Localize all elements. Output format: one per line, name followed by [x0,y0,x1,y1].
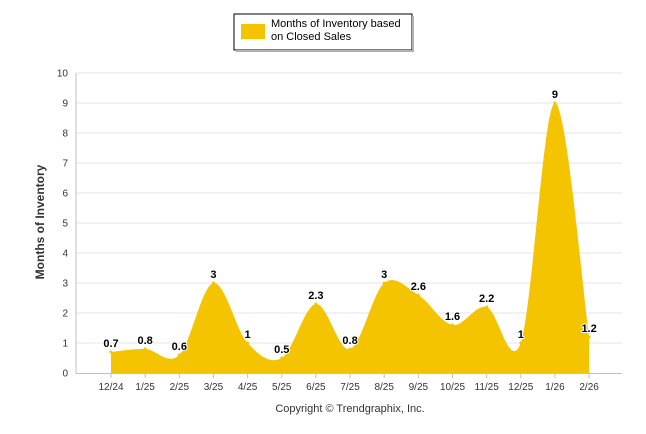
data-label: 0.8 [138,335,153,347]
data-point[interactable] [553,101,557,105]
data-label: 0.8 [342,335,357,347]
y-tick-label: 4 [62,249,68,260]
x-tick-label: 10/25 [440,382,465,393]
data-point[interactable] [382,281,386,285]
data-label: 1.2 [581,323,596,335]
data-point[interactable] [280,356,284,360]
copyright-text: Copyright © Trendgraphix, Inc. [275,403,424,415]
x-tick-label: 7/25 [340,382,360,393]
legend-swatch [241,24,265,39]
legend-box-shadow-bottom [236,50,414,52]
axes [75,73,622,378]
y-tick-label: 6 [62,189,68,200]
legend-box-shadow-right [412,16,414,52]
x-tick-label: 4/25 [238,382,258,393]
x-tick-label: 5/25 [272,382,292,393]
y-tick-label: 8 [62,129,68,140]
data-labels: 0.7 0.8 0.6 3 1 0.5 2.3 0.8 3 2.6 1.6 2.2 1 9 1.2 [102,88,597,357]
data-label: 2.3 [308,290,323,302]
data-label: 2.2 [479,293,494,305]
data-point[interactable] [519,341,523,345]
gridlines [76,72,622,344]
data-point[interactable] [211,281,215,285]
y-tick-label: 1 [62,339,68,350]
data-label: 0.6 [172,341,187,353]
data-label: 1 [245,329,251,341]
series-area-fill [111,102,590,373]
x-tick-label: 1/26 [545,382,565,393]
y-tick-label: 0 [62,369,68,380]
data-label: 1.6 [445,311,460,323]
data-point[interactable] [109,350,113,354]
y-tick-label: 7 [62,159,68,170]
y-tick-label: 9 [62,99,68,110]
y-axis-label: Months of Inventory [33,164,47,279]
data-point[interactable] [348,347,352,351]
x-tick-label: 12/25 [508,382,533,393]
data-label: 0.5 [274,344,289,356]
data-point[interactable] [485,305,489,309]
x-tick-label: 8/25 [374,382,394,393]
data-point[interactable] [314,302,318,306]
x-tick-label: 11/25 [475,382,500,393]
series-area [109,101,591,373]
x-tick-label: 2/26 [579,382,599,393]
x-tick-label: 2/25 [170,382,190,393]
data-label: 9 [552,89,558,101]
x-tick-label: 12/24 [98,382,123,393]
y-tick-label: 5 [62,219,68,230]
data-point[interactable] [451,323,454,327]
data-label: 1 [518,329,524,341]
data-point[interactable] [177,353,181,357]
data-label: 3 [210,269,216,281]
y-tick-label: 10 [57,69,69,80]
legend-label-line2: on Closed Sales [271,31,352,43]
y-tick-label: 2 [62,309,68,320]
data-point[interactable] [143,347,147,351]
data-point[interactable] [246,341,250,345]
x-tick-labels: 12/24 1/25 2/25 3/25 4/25 5/25 6/25 7/25 8/25 9/2… [98,382,599,393]
x-tick-label: 1/25 [135,382,155,393]
y-tick-label: 3 [62,279,68,290]
data-point[interactable] [587,335,591,339]
y-tick-labels: 0 1 2 3 4 5 6 7 8 9 10 [57,69,69,380]
x-tick-label: 6/25 [306,382,326,393]
data-label: 0.7 [103,338,118,350]
data-label: 2.6 [411,281,426,293]
data-point[interactable] [416,293,420,297]
x-tick-label: 9/25 [409,382,429,393]
data-label: 3 [381,269,387,281]
legend-label-line1: Months of Inventory based [271,18,401,30]
legend[interactable]: Months of Inventory based on Closed Sale… [233,13,414,52]
x-tick-label: 3/25 [204,382,224,393]
